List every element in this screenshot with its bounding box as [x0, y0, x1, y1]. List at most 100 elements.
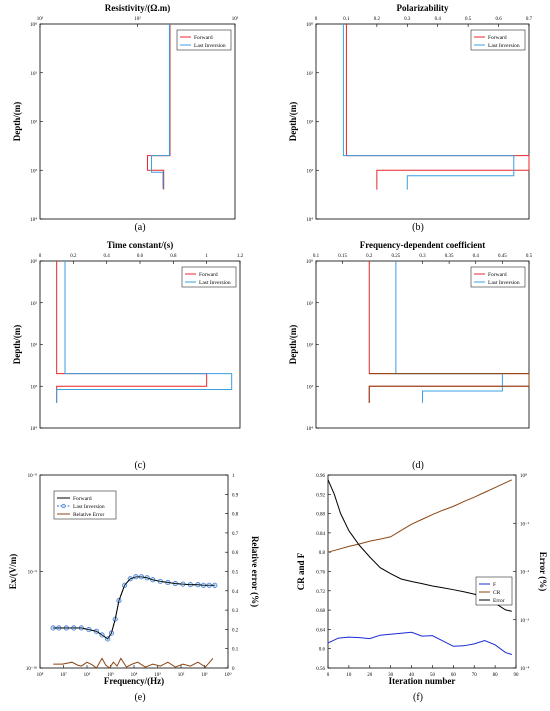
- y-tick-label: 10⁴: [30, 217, 37, 223]
- x-axis-title: Polarizability: [397, 3, 449, 13]
- x-tick-label: 10⁵: [107, 672, 114, 678]
- x-tick-label: 80: [493, 673, 499, 678]
- legend-label: Last Inversion: [73, 504, 105, 510]
- x-tick-label: 0.7: [526, 17, 533, 22]
- y-axis-title: Depth/(m): [288, 102, 298, 142]
- y-tick-label: 0.76: [316, 571, 325, 576]
- legend-label: Last Inversion: [488, 43, 520, 49]
- y-tick-label: 10⁰: [30, 259, 37, 265]
- x-tick-label: 10⁴: [131, 672, 138, 678]
- x-tick-label: 10¹: [201, 672, 208, 678]
- x-tick-label: 0.2: [374, 17, 381, 22]
- y2-axis-title: Relative error (%): [250, 536, 260, 607]
- y2-tick-label: 0.7: [232, 532, 239, 537]
- series-line-forward: [146, 24, 171, 190]
- y-tick-label: 10²: [307, 343, 314, 349]
- plot-frame: [315, 23, 530, 220]
- y-tick-label: 10¹: [307, 71, 314, 77]
- y2-tick-label: 0.3: [232, 609, 239, 614]
- y-tick-label: 10³: [307, 384, 314, 390]
- legend-label: Forward: [199, 272, 218, 278]
- legend-label: Last Inversion: [194, 43, 226, 49]
- panel-d: (d) Frequency-dependent coefficient Depth/…: [288, 240, 533, 471]
- x-tick-label: 0.1: [343, 17, 350, 22]
- y2-tick-label: 10⁻⁴: [520, 666, 530, 672]
- y-tick-label: 10⁰: [30, 22, 37, 28]
- panel-e: (e) Frequency/(Hz) Ex/(V/m) Relative error …: [8, 473, 260, 703]
- y-tick-label: 10⁴: [306, 217, 313, 223]
- x-tick-label: 0.8: [170, 254, 177, 259]
- y-tick-label: 0.56: [316, 667, 325, 672]
- series-line-last-inversion: [342, 24, 515, 190]
- y-tick-label: 10¹: [31, 71, 38, 77]
- series-line-cr: [327, 479, 513, 553]
- y-tick-label: 10³: [307, 168, 314, 174]
- series-line-forward: [56, 261, 208, 403]
- legend-label: Forward: [488, 272, 507, 278]
- series-line-last-inversion: [56, 261, 233, 403]
- x-tick-label: 0.4: [104, 254, 111, 259]
- y-tick-label: 10²: [307, 120, 314, 126]
- x-tick-label: 0: [327, 673, 330, 678]
- x-tick-label: 1.2: [237, 254, 244, 259]
- x-tick-label: 0.2: [366, 254, 373, 259]
- x-tick-label: 0.5: [526, 254, 533, 259]
- y-tick-label: 10⁴: [30, 426, 37, 432]
- y-tick-label: 10⁻¹⁰: [26, 666, 37, 672]
- series-line-extra: [368, 373, 530, 403]
- x-tick-label: 0.25: [392, 254, 401, 259]
- legend-label: Last Inversion: [488, 280, 520, 286]
- y-tick-label: 10²: [31, 343, 38, 349]
- x-tick-label: 20: [367, 673, 373, 678]
- x-tick-label: 0.15: [338, 254, 347, 259]
- x-tick-label: 0.6: [495, 17, 502, 22]
- x-tick-label: 0.3: [419, 254, 426, 259]
- panel-caption: (e): [134, 692, 145, 703]
- x-tick-label: 10³: [232, 16, 239, 22]
- y-tick-label: 0.96: [316, 474, 325, 479]
- y2-tick-label: 10⁻²: [520, 570, 530, 576]
- x-tick-label: 0.4: [473, 254, 480, 259]
- y-axis-title: Depth/(m): [12, 102, 22, 142]
- x-axis-title: Frequency-dependent coefficient: [360, 240, 486, 250]
- x-tick-label: 0.45: [498, 254, 507, 259]
- panel-c: (c) Time constant/(s) Depth/(m) 0 0.2 0.4 0.6 0…: [12, 240, 244, 471]
- x-tick-label: 10²: [134, 16, 141, 22]
- series-line-forward: [345, 24, 530, 190]
- series-line-last-inversion: [151, 24, 170, 189]
- y-tick-label: 0.84: [316, 532, 325, 537]
- series-line-relative-error: [53, 657, 214, 669]
- legend-label: Forward: [488, 35, 507, 41]
- x-tick-label: 10⁰: [224, 672, 231, 678]
- x-tick-label: 70: [472, 673, 478, 678]
- x-axis-title: Time constant/(s): [107, 240, 174, 250]
- panel-caption: (a): [134, 222, 145, 233]
- y-tick-label: 0.6: [319, 648, 326, 653]
- y-tick-label: 0.68: [316, 609, 325, 614]
- y-tick-label: 0.64: [316, 628, 325, 633]
- panel-caption: (c): [134, 460, 145, 471]
- y2-tick-label: 0.5: [232, 571, 239, 576]
- y2-tick-label: 1: [232, 474, 235, 479]
- x-tick-label: 60: [451, 673, 457, 678]
- panel-f: (f) Iteration number CR and F Error (%) 0 10 2…: [296, 473, 548, 703]
- x-tick-label: 0.4: [435, 17, 442, 22]
- legend-label: Last Inversion: [199, 280, 231, 286]
- series-line-last-inversion: [395, 261, 503, 403]
- x-tick-label: 10: [346, 673, 352, 678]
- series-line-forward-overlay: [53, 576, 215, 640]
- y2-tick-label: 0.2: [232, 628, 239, 633]
- y-axis-title: Ex/(V/m): [8, 554, 18, 590]
- x-tick-label: 0.1: [313, 254, 320, 259]
- y-tick-label: 10⁻⁹: [28, 570, 38, 576]
- y-tick-label: 10⁴: [306, 426, 313, 432]
- x-tick-label: 10⁶: [84, 672, 91, 678]
- y-tick-label: 10¹: [31, 301, 38, 307]
- x-tick-label: 0: [39, 254, 42, 259]
- plot-frame: [39, 23, 236, 220]
- legend-label: CR: [493, 590, 501, 596]
- x-tick-label: 10³: [154, 672, 161, 678]
- panel-caption: (f): [413, 692, 423, 703]
- x-tick-label: 0.6: [137, 254, 144, 259]
